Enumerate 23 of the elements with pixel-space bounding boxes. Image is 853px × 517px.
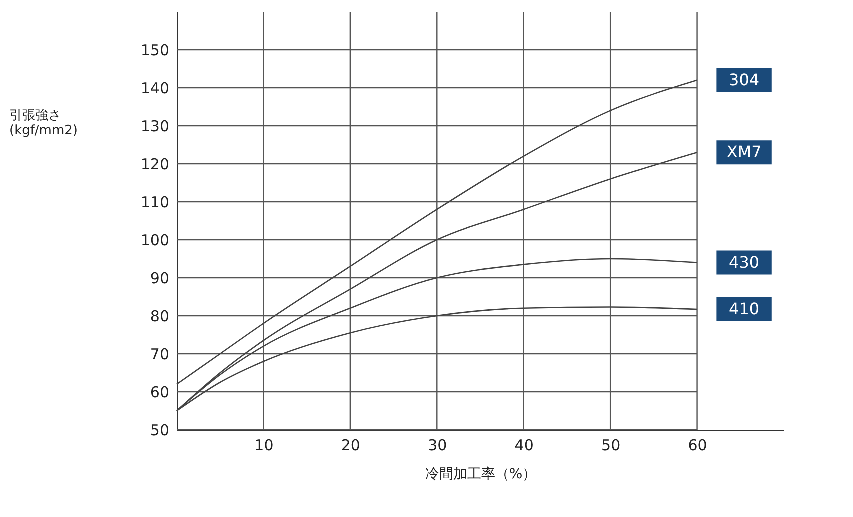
x-tick-label: 40	[514, 436, 534, 454]
x-tick-label: 10	[254, 436, 274, 454]
x-tick-label: 50	[602, 436, 621, 454]
y-tick-label: 110	[140, 194, 170, 212]
y-tick-label: 70	[150, 346, 170, 364]
y-tick-label: 140	[140, 80, 170, 98]
y-tick-label: 80	[150, 308, 170, 326]
y-tick-label: 50	[150, 422, 170, 440]
x-tick-label: 30	[428, 436, 448, 454]
y-tick-label: 120	[140, 156, 170, 174]
y-tick-label: 130	[140, 118, 170, 136]
x-tick-label: 60	[688, 436, 708, 454]
x-tick-label: 20	[341, 436, 360, 454]
series-label: 410	[729, 300, 760, 319]
y-axis-title: 引張強さ (kgf/mm2)	[10, 108, 78, 138]
x-axis-title: 冷間加工率（%）	[425, 466, 537, 482]
series-label: XM7	[726, 142, 762, 162]
y-tick-label: 150	[140, 42, 170, 60]
y-tick-label: 60	[150, 384, 170, 402]
y-tick-label: 90	[150, 270, 170, 288]
series-label: 304	[729, 70, 760, 90]
y-tick-label: 100	[140, 232, 170, 250]
series-label: 430	[729, 252, 760, 272]
